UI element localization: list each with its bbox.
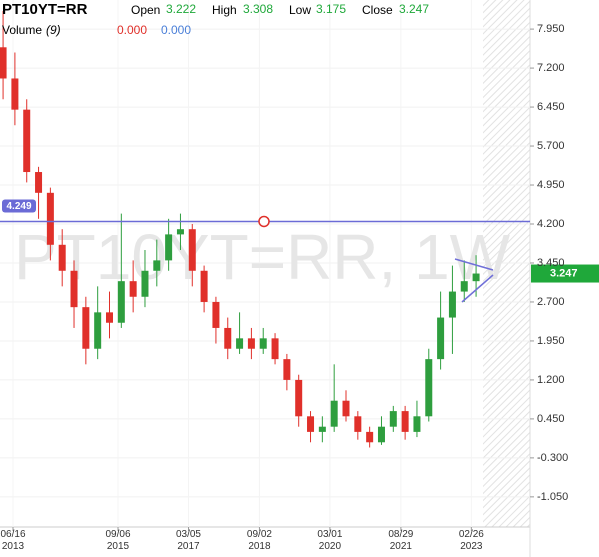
candle-body (318, 426, 326, 432)
candle-body (153, 260, 161, 271)
y-tick-label: 4.200 (537, 218, 565, 230)
y-tick-label: 7.200 (537, 62, 565, 74)
candle-body (0, 47, 7, 79)
candle-body (11, 78, 19, 110)
candle-body (200, 270, 208, 302)
candle-body (141, 270, 149, 297)
x-tick-label: 03/01 2020 (317, 529, 343, 552)
volume-value: 0.000 (117, 23, 148, 37)
candle-body (259, 338, 267, 349)
candle-body (70, 270, 78, 308)
candle-body (236, 338, 244, 349)
candle-body (176, 229, 184, 235)
candle-body (389, 411, 397, 427)
candle-body (330, 400, 338, 427)
level-label: 4.249 (6, 201, 31, 212)
candle-body (460, 281, 468, 292)
ohlc-value: 3.222 (166, 2, 197, 16)
candle-body (106, 312, 114, 323)
ohlc-value: 3.175 (316, 2, 347, 16)
candle-body (307, 416, 315, 432)
trendline (461, 274, 494, 303)
candle-body (129, 281, 137, 297)
level-tag (2, 199, 36, 213)
candle-body (401, 411, 409, 432)
candle-body (188, 229, 196, 271)
future-area (483, 0, 530, 527)
candle-body (247, 338, 255, 349)
candle-body (377, 426, 385, 443)
x-tick-label: 02/26 2023 (458, 529, 484, 552)
candle-body (448, 291, 456, 318)
volume-period: (9) (46, 23, 61, 37)
candle-body (295, 379, 303, 417)
volume-label: Volume (2, 23, 43, 37)
y-tick-label: 3.450 (537, 257, 565, 269)
candle-body (271, 338, 279, 360)
y-tick-label: 5.700 (537, 140, 565, 152)
ohlc-label: Close (362, 3, 393, 17)
candle-body (35, 172, 43, 193)
symbol: PT10YT=RR (2, 1, 88, 18)
volume-value: 0.000 (161, 23, 192, 37)
ohlc-label: Low (289, 3, 312, 17)
candle-body (46, 192, 54, 245)
y-tick-label: 2.700 (537, 296, 565, 308)
y-tick-label: -0.300 (537, 452, 568, 464)
x-tick-label: 09/06 2015 (105, 529, 131, 552)
last-price-tag (531, 264, 599, 283)
candle-body (165, 234, 173, 261)
y-tick-label: 0.450 (537, 413, 565, 425)
y-tick-label: -1.050 (537, 491, 568, 503)
x-tick-label: 08/29 2021 (388, 529, 414, 552)
ohlc-label: High (212, 3, 237, 17)
x-tick-label: 03/05 2017 (175, 529, 201, 552)
candle-body (425, 359, 433, 417)
candle-body (283, 359, 291, 380)
x-tick-label: 09/02 2018 (246, 529, 272, 552)
candle-body (472, 273, 480, 282)
y-tick-label: 1.950 (537, 335, 565, 347)
y-tick-label: 6.450 (537, 101, 565, 113)
y-tick-label: 4.950 (537, 179, 565, 191)
candle-body (354, 416, 362, 432)
candle-body (23, 109, 31, 173)
level-handle (258, 215, 270, 228)
candle-body (224, 327, 232, 349)
ohlc-value: 3.247 (399, 2, 430, 16)
y-tick-label: 7.950 (537, 23, 565, 35)
candle-body (117, 281, 125, 323)
y-tick-label: 1.200 (537, 374, 565, 386)
candle-body (366, 431, 374, 443)
x-tick-label: 06/16 2013 (0, 529, 26, 552)
candle-body (437, 317, 445, 360)
trendline (454, 258, 494, 271)
last-price-label: 3.247 (550, 267, 578, 279)
candle-body (82, 307, 90, 349)
candle-body (212, 301, 220, 328)
candle-body (342, 400, 350, 417)
ohlc-label: Open (131, 3, 161, 17)
ohlc-value: 3.308 (243, 2, 274, 16)
candle-body (413, 416, 421, 432)
watermark: PT10YT=RR, 1W (14, 221, 511, 293)
candle-body (58, 244, 66, 271)
candle-body (94, 312, 102, 349)
